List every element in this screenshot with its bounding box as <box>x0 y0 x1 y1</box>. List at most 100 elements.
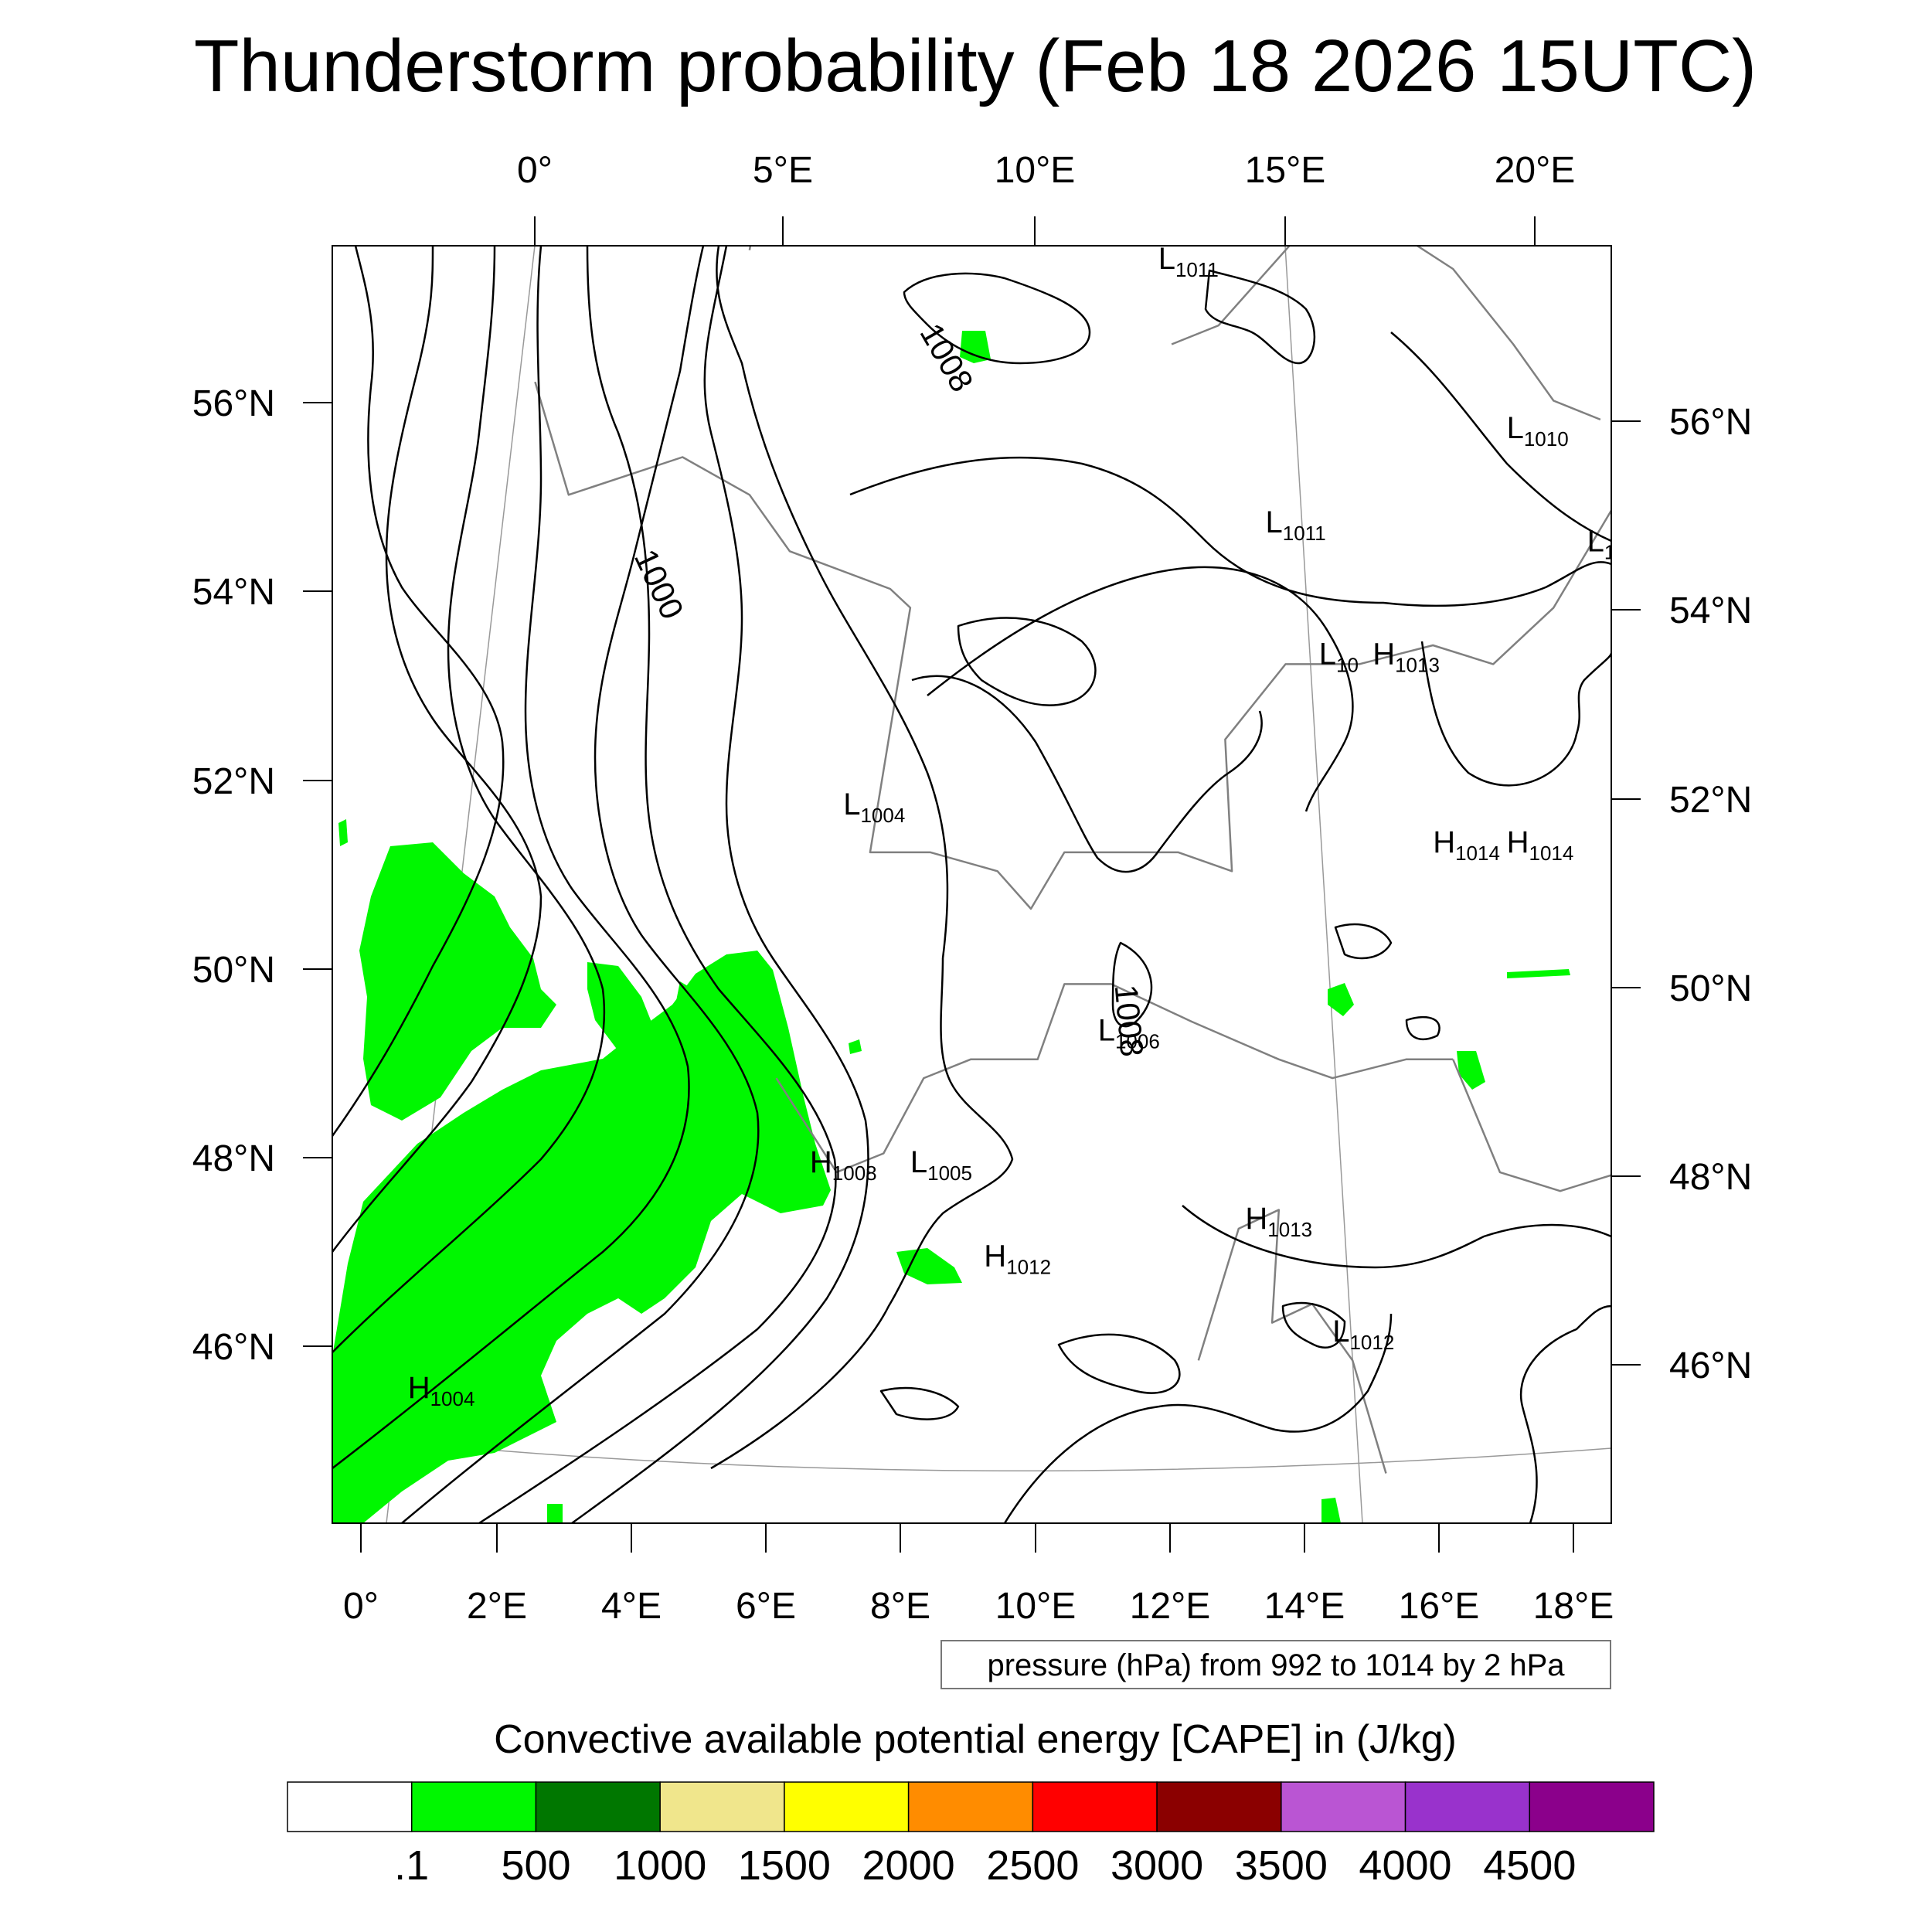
colorbar-tick-label: 1000 <box>614 1842 706 1889</box>
center-type: L <box>1587 524 1604 558</box>
cape-area <box>1507 969 1570 978</box>
isobar <box>1281 1301 1346 1349</box>
colorbar-bin <box>287 1781 413 1832</box>
colorbar-tick-label: 500 <box>501 1842 570 1889</box>
colorbar-bin <box>659 1781 785 1832</box>
low-pressure-center: L1011 <box>1266 505 1326 545</box>
isobar <box>1182 1205 1611 1269</box>
right-lat-label: 50°N <box>1669 968 1752 1009</box>
isobar-contours <box>332 246 1611 1523</box>
center-value: 10 <box>1336 653 1359 676</box>
high-pressure-center: H1014 <box>1507 825 1574 865</box>
bottom-lon-label: 14°E <box>1264 1586 1345 1627</box>
center-type: H <box>1372 637 1395 671</box>
right-lat-label: 54°N <box>1669 590 1752 631</box>
low-pressure-center: L10 <box>1319 637 1359 676</box>
isobar <box>911 675 1263 873</box>
high-pressure-center: H1013 <box>1372 637 1440 676</box>
colorbar-bin <box>907 1781 1034 1832</box>
colorbar-bin <box>1281 1781 1406 1832</box>
top-lon-label: 15°E <box>1245 150 1326 191</box>
center-type: H <box>408 1371 430 1405</box>
coastline <box>1197 1209 1387 1474</box>
colorbar-bin <box>784 1781 910 1832</box>
coastline <box>1171 246 1601 421</box>
center-type: L <box>1158 242 1175 276</box>
isobar <box>879 1386 960 1420</box>
center-type: H <box>1245 1202 1267 1236</box>
low-pressure-center: L1012 <box>1332 1315 1394 1354</box>
low-pressure-center: L1006 <box>1098 1013 1160 1053</box>
isobar <box>1111 941 1153 1028</box>
center-value: 1010 <box>1524 427 1569 451</box>
isobar <box>332 246 690 1469</box>
center-type: H <box>1245 111 1267 145</box>
high-pressure-center: H1014 <box>1433 825 1500 865</box>
coastlines-and-borders <box>308 156 1611 1474</box>
isobar <box>1420 641 1611 787</box>
bottom-lon-label: 4°E <box>601 1586 662 1627</box>
right-lat-label: 48°N <box>1669 1157 1752 1198</box>
coastline <box>308 156 375 231</box>
pressure-centers: H1011H1010L1009L1009L1010H1L1009L999H101… <box>408 111 1649 1410</box>
low-pressure-center: L1010 <box>1507 411 1569 451</box>
center-value: 1005 <box>927 1162 972 1185</box>
bottom-lon-label: 8°E <box>870 1586 930 1627</box>
low-pressure-center: L1010 <box>1587 524 1649 563</box>
low-pressure-center: L1011 <box>1158 242 1219 281</box>
colorbar-bin <box>410 1781 537 1832</box>
top-lon-label: 20°E <box>1495 150 1576 191</box>
bottom-lon-label: 16°E <box>1399 1586 1480 1627</box>
cape-area <box>332 951 831 1523</box>
center-value: 1013 <box>1395 653 1440 676</box>
left-lat-label: 56°N <box>192 383 275 424</box>
left-lat-label: 46°N <box>192 1327 275 1368</box>
center-type: L <box>1098 1013 1115 1047</box>
high-pressure-center: H1008 <box>810 1145 877 1185</box>
info-box: pressure (hPa) from 992 to 1014 by 2 hPa <box>940 1640 1611 1689</box>
cape-area <box>849 1039 862 1054</box>
isobar <box>903 272 1091 365</box>
center-value: 1011 <box>1283 522 1326 545</box>
cape-area <box>587 962 665 1082</box>
right-lat-label: 52°N <box>1669 780 1752 821</box>
cape-area <box>338 819 348 846</box>
bottom-lon-label: 0° <box>343 1586 379 1627</box>
colorbar: .1 500 1000 1500 2000 2500 3000 3500 4000 4500 <box>287 1781 1655 1889</box>
center-type: L <box>910 1145 927 1179</box>
center-value: 1008 <box>832 1162 877 1185</box>
center-type: L <box>843 787 860 821</box>
cape-area <box>1321 1498 1341 1523</box>
bottom-lon-label: 18°E <box>1533 1586 1614 1627</box>
bottom-lon-label: 2°E <box>467 1586 527 1627</box>
left-lat-label: 48°N <box>192 1138 275 1179</box>
isobar <box>332 246 606 1353</box>
center-type: H <box>1433 825 1455 859</box>
cape-shading <box>332 331 1570 1523</box>
colorbar-tick-label: 2000 <box>862 1842 955 1889</box>
isobar <box>571 246 869 1523</box>
high-pressure-center: H1004 <box>408 1371 475 1410</box>
top-lon-label: 0° <box>517 150 553 191</box>
bottom-lon-label: 6°E <box>736 1586 796 1627</box>
center-value: 1013 <box>1267 1218 1312 1241</box>
bottom-lon-label: 10°E <box>995 1586 1077 1627</box>
colorbar-tick-label: .1 <box>394 1842 429 1889</box>
low-pressure-center: L1005 <box>910 1145 972 1185</box>
colorbar-bin <box>1404 1781 1531 1832</box>
center-value: 1012 <box>1349 1331 1394 1354</box>
colorbar-bin <box>1529 1781 1655 1832</box>
isobar <box>1405 1015 1440 1041</box>
center-value: 1014 <box>1455 842 1500 865</box>
map-axes: 0° 5°E 10°E 15°E 20°E 0° 2°E 4°E 6°E 8°E 10°E 12°E 1… <box>192 150 1753 1627</box>
high-pressure-center: H1013 <box>1245 1202 1312 1241</box>
figure-title: Thunderstorm probability (Feb 18 2026 15… <box>194 25 1757 107</box>
center-value: 1012 <box>1006 1256 1051 1279</box>
high-pressure-center: H1015 <box>1245 111 1312 150</box>
coastline <box>775 983 1454 1174</box>
cape-area <box>896 1248 962 1284</box>
center-type: L <box>1266 505 1283 539</box>
map-area[interactable]: 1008100810081000 H1011H1010L1009L1009L10… <box>308 0 1855 1523</box>
center-type: H <box>984 1240 1006 1274</box>
